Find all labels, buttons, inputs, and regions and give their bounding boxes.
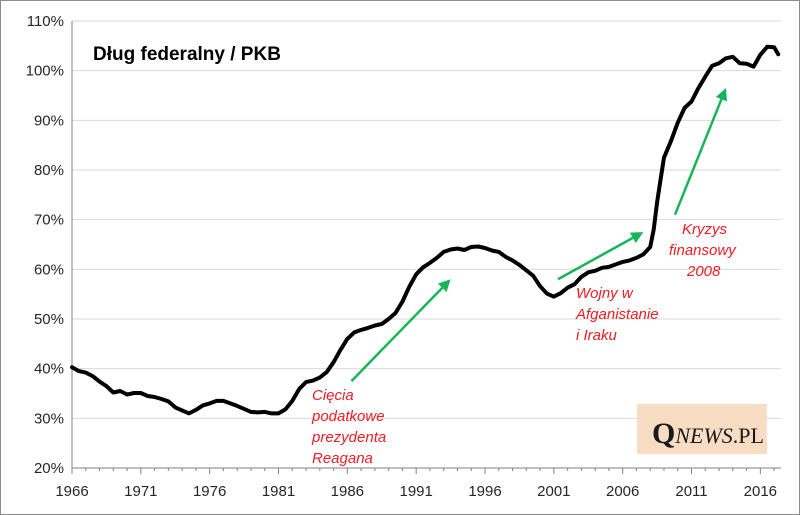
x-tick-label: 2016 [744,483,777,500]
logo-pl: .PL [733,423,764,448]
logo-background [637,404,767,454]
y-axis-ticks: 20% 30% 40% 50% 60% 70% 80% 90% 100% 110% [26,13,64,477]
y-tick-label: 90% [34,112,64,129]
x-axis-ticks: 1966 1971 1976 1981 1986 1991 1996 2001 2006 2011… [55,483,777,500]
y-tick-label: 50% [34,311,64,328]
x-tick-label: 2006 [606,483,639,500]
annotation-line: Wojny w [576,285,634,302]
annotation-line: Afganistanie [575,306,659,323]
y-tick-label: 30% [34,410,64,427]
logo-q: Q [652,417,675,450]
x-tick-label: 1966 [55,483,88,500]
trend-arrows [350,88,728,382]
trend-arrow-shaft [350,286,444,382]
trend-arrow-head [715,88,728,102]
annotation-crisis: Kryzys finansowy 2008 [669,221,740,280]
annotation-line: podatkowe [311,408,385,425]
annotation-line: finansowy [669,242,737,259]
qnews-logo: QNEWS.PL [637,404,767,454]
annotation-line: 2008 [686,263,721,280]
logo-news: NEWS [674,423,732,448]
trend-arrow-head [629,232,644,244]
x-tick-label: 1991 [399,483,432,500]
chart-title: Dług federalny / PKB [93,44,281,65]
x-tick-label: 1981 [262,483,295,500]
y-tick-label: 40% [34,361,64,378]
y-tick-label: 100% [26,63,64,80]
x-tick-label: 2011 [675,483,707,500]
trend-arrow-shaft [557,236,634,281]
x-tick-label: 2001 [537,483,570,500]
y-tick-label: 20% [34,460,64,477]
series-group [70,44,781,416]
axes [71,21,781,474]
annotation-line: Kryzys [682,221,728,238]
logo-text: QNEWS.PL [652,417,764,450]
series-line [70,44,781,416]
gridlines [72,20,781,419]
y-tick-label: 70% [34,212,64,229]
annotation-line: i Iraku [576,327,618,344]
annotation-line: Reagana [312,450,373,467]
trend-arrow-shaft [673,98,723,216]
x-tick-label: 1976 [193,483,226,500]
x-tick-label: 1996 [468,483,501,500]
x-tick-label: 1971 [124,483,157,500]
annotation-wars: Wojny w Afganistanie i Iraku [575,285,663,344]
trend-arrow-head [437,279,451,293]
x-tick-label: 1986 [331,483,364,500]
y-tick-label: 60% [34,261,64,278]
annotation-line: prezydenta [311,429,386,446]
annotation-line: Cięcia [312,387,354,404]
y-tick-label: 80% [34,162,64,179]
annotation-reagan: Cięcia podatkowe prezydenta Reagana [311,387,390,467]
y-tick-label: 110% [27,13,64,30]
